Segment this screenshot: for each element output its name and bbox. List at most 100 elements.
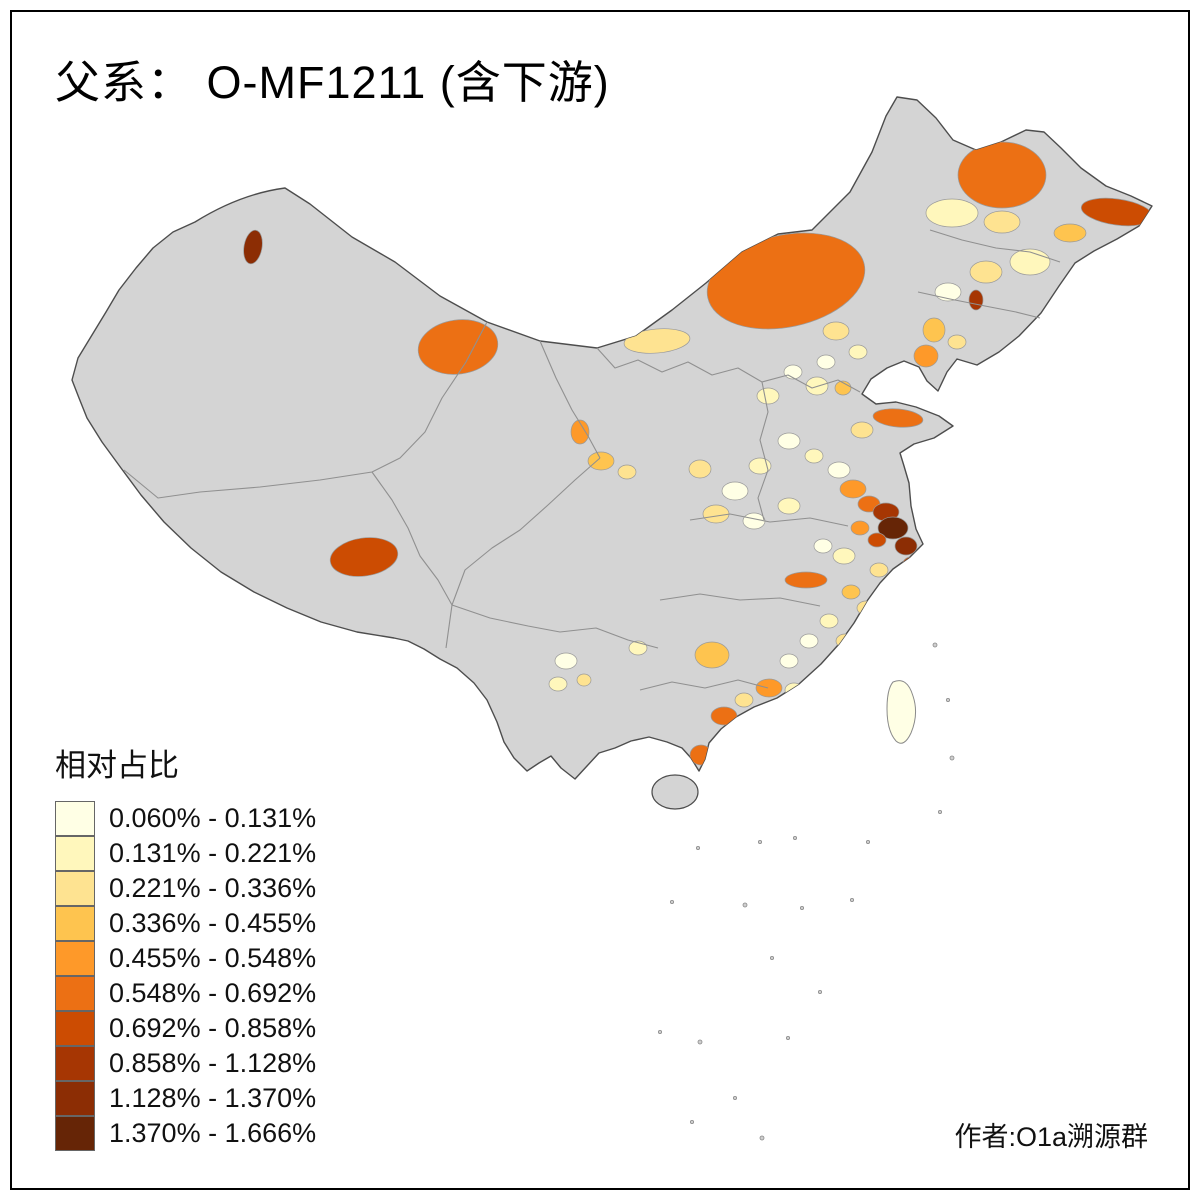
map-region (876, 593, 892, 607)
map-region (777, 497, 801, 515)
map-region (548, 676, 568, 692)
map-region (1053, 223, 1087, 243)
map-region (804, 448, 824, 464)
map-region (819, 613, 839, 629)
map-region (742, 512, 766, 530)
map-region (867, 532, 887, 548)
legend-swatch (55, 835, 95, 871)
mainland-outline (71, 96, 1153, 780)
legend-swatch (55, 1115, 95, 1151)
legend-swatch (55, 1010, 95, 1046)
legend-swatch (55, 800, 95, 836)
map-region (706, 232, 866, 330)
sea-islands (658, 642, 955, 1141)
legend-swatch (55, 905, 95, 941)
map-region (576, 673, 592, 687)
map-region (894, 536, 918, 556)
legend-row: 0.131% - 0.221% (55, 835, 317, 871)
map-region (1080, 197, 1152, 227)
map-region (721, 481, 749, 501)
map-region (850, 520, 870, 536)
map-region (957, 141, 1047, 209)
legend-row: 0.060% - 0.131% (55, 800, 317, 836)
map-region (889, 574, 909, 590)
islands (651, 680, 917, 810)
legend-row: 0.221% - 0.336% (55, 870, 317, 906)
map-region (617, 464, 637, 480)
map-region (810, 674, 826, 688)
map-region (734, 692, 754, 708)
map-region (968, 289, 984, 311)
map-region (623, 328, 691, 354)
map-region (832, 547, 856, 565)
legend-swatch (55, 1080, 95, 1116)
map-region (694, 641, 730, 669)
legend-row: 0.336% - 0.455% (55, 905, 317, 941)
map-region (554, 652, 578, 670)
legend-entries: 0.060% - 0.131% 0.131% - 0.221% 0.221% - 0… (55, 800, 317, 1151)
map-region (329, 537, 399, 577)
legend-label: 0.455% - 0.548% (109, 943, 317, 973)
map-region (587, 451, 615, 471)
map-region (872, 408, 924, 428)
legend: 相对占比 0.060% - 0.131% 0.131% - 0.221% 0.221… (55, 740, 316, 1151)
map-region (839, 479, 867, 499)
legend-label: 0.336% - 0.455% (109, 908, 317, 938)
map-region (813, 538, 833, 554)
map-region (848, 653, 864, 667)
legend-label: 0.692% - 0.858% (109, 1013, 317, 1043)
legend-row: 1.370% - 1.666% (55, 1115, 317, 1151)
map-region (877, 516, 909, 540)
map-title: 父系： O-MF1211 (含下游) (55, 57, 610, 108)
map-region (841, 584, 861, 600)
map-region (784, 682, 804, 698)
legend-swatch (55, 940, 95, 976)
author-credit: 作者:O1a溯源群 (954, 1122, 1148, 1152)
map-region (779, 653, 799, 669)
legend-row: 1.128% - 1.370% (55, 1080, 317, 1116)
legend-swatch (55, 870, 95, 906)
legend-label: 0.548% - 0.692% (109, 978, 317, 1008)
map-region (934, 282, 962, 302)
map-region (816, 354, 836, 370)
province-borders (123, 229, 1061, 691)
legend-row: 0.858% - 1.128% (55, 1045, 317, 1081)
map-region (983, 210, 1021, 234)
legend-label: 0.221% - 0.336% (109, 873, 317, 903)
map-region (417, 319, 499, 375)
map-region (947, 334, 967, 350)
legend-label: 1.128% - 1.370% (109, 1083, 317, 1113)
map-region (827, 461, 851, 479)
map-region (901, 556, 921, 576)
map-region (784, 571, 828, 589)
map-region (969, 260, 1003, 284)
map-region (688, 459, 712, 479)
legend-row: 0.692% - 0.858% (55, 1010, 317, 1046)
map-region (922, 317, 946, 343)
legend-label: 0.131% - 0.221% (109, 838, 317, 868)
map-region (869, 562, 889, 578)
map-region (822, 321, 850, 341)
legend-row: 0.455% - 0.548% (55, 940, 317, 976)
map-region (850, 421, 874, 439)
legend-title: 相对占比 (55, 748, 179, 783)
map-region (570, 419, 590, 445)
hainan-island (651, 774, 699, 810)
map-region (702, 504, 730, 524)
map-region (783, 364, 803, 380)
map-region (913, 344, 939, 368)
legend-label: 0.858% - 1.128% (109, 1048, 317, 1078)
map-region (925, 198, 979, 228)
map-region (848, 344, 868, 360)
map-region (777, 432, 801, 450)
taiwan-island (886, 680, 917, 744)
map-region (825, 658, 845, 674)
map-region (756, 387, 780, 405)
legend-label: 0.060% - 0.131% (109, 803, 317, 833)
legend-row: 0.548% - 0.692% (55, 975, 317, 1011)
legend-label: 1.370% - 1.666% (109, 1118, 317, 1148)
legend-swatch (55, 975, 95, 1011)
map-region (833, 672, 853, 688)
